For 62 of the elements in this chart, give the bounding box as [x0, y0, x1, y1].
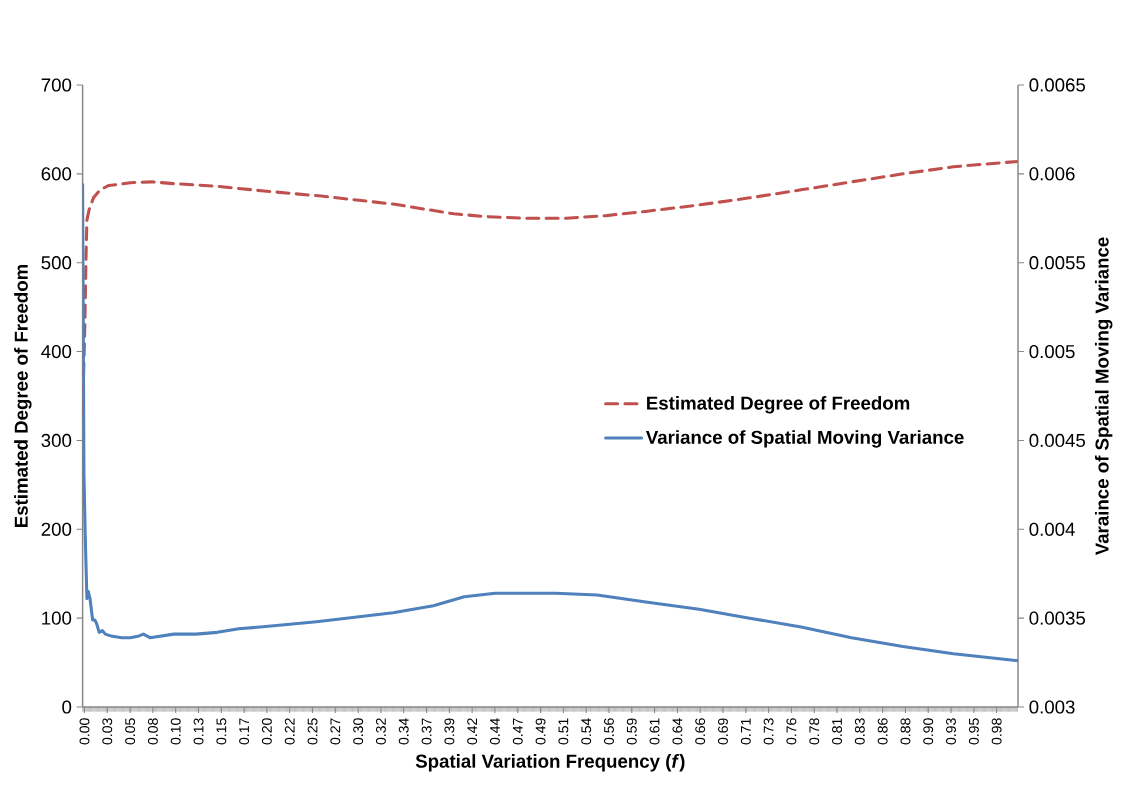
- x-tick-label: 0.59: [626, 718, 637, 745]
- y-tick-label: 100: [42, 611, 72, 625]
- x-tick-label: 0.03: [102, 718, 113, 745]
- x-tick-label: 0.32: [376, 718, 386, 745]
- x-tick-label: 0.78: [809, 718, 820, 745]
- y2-tick-label: 0.0055: [1029, 256, 1086, 270]
- x-tick-label: 0.39: [444, 718, 455, 745]
- x-tick-label: 0.66: [695, 718, 706, 745]
- x-tick-label: 0.17: [239, 718, 250, 745]
- x-tick-label: 0.27: [330, 718, 341, 745]
- x-tick-label: 0.83: [854, 718, 865, 745]
- x-tick-label: 0.30: [353, 718, 364, 745]
- x-tick-label: 0.13: [193, 718, 204, 745]
- x-tick-label: 0.95: [968, 718, 979, 745]
- x-tick-label: 0.42: [467, 718, 478, 745]
- x-tick-label: 0.20: [261, 718, 272, 745]
- y-tick-label: 400: [41, 344, 72, 359]
- x-tick-label: 0.08: [147, 718, 158, 745]
- x-tick-label: 0.49: [535, 718, 546, 745]
- x-tick-label: 0.56: [604, 718, 614, 745]
- x-axis-title: Spatial Variation Frequency (f): [415, 754, 685, 772]
- x-tick-label: 0.61: [649, 718, 660, 745]
- x-tick-label: 0.69: [718, 718, 728, 745]
- y2-axis-title: Varaince of Spatial Moving Variance: [1094, 237, 1113, 556]
- x-tick-label: 0.00: [79, 718, 90, 745]
- x-tick-label: 0.73: [763, 718, 774, 745]
- x-tick-label: 0.25: [307, 718, 318, 745]
- x-tick-label: 0.54: [581, 718, 592, 745]
- legend-label: Variance of Spatial Moving Variance: [645, 430, 964, 448]
- x-tick-label: 0.22: [284, 718, 295, 745]
- x-tick-label: 0.44: [489, 718, 500, 745]
- x-tick-label: 0.88: [900, 718, 911, 745]
- y-tick-label: 700: [41, 78, 72, 92]
- y-tick-label: 300: [41, 433, 72, 448]
- y-tick-label: 200: [41, 522, 72, 536]
- x-tick-label: 0.86: [877, 718, 888, 745]
- x-tick-label: 0.47: [512, 718, 523, 745]
- x-tick-label: 0.10: [170, 718, 181, 745]
- y2-tick-label: 0.005: [1029, 344, 1075, 359]
- x-tick-label: 0.93: [946, 718, 956, 745]
- y2-tick-label: 0.0065: [1029, 78, 1086, 92]
- x-tick-label: 0.98: [991, 718, 1002, 745]
- y-tick-label: 500: [41, 256, 72, 270]
- legend-label: Estimated Degree of Freedom: [647, 396, 910, 414]
- y-tick-label: 0: [62, 700, 72, 714]
- x-tick-label: 0.90: [923, 718, 934, 745]
- x-tick-label: 0.05: [125, 718, 136, 745]
- y-tick-label: 600: [41, 167, 72, 181]
- x-tick-label: 0.51: [558, 718, 569, 745]
- y-axis-title: Estimated Degree of Freedom: [14, 264, 32, 527]
- y2-tick-label: 0.003: [1029, 700, 1075, 714]
- x-tick-label: 0.15: [216, 718, 227, 745]
- x-tick-label: 0.64: [672, 718, 683, 745]
- y2-tick-label: 0.0035: [1029, 611, 1086, 625]
- x-tick-label: 0.76: [786, 718, 797, 745]
- x-tick-label: 0.37: [421, 718, 432, 745]
- y2-tick-label: 0.0045: [1029, 433, 1086, 448]
- y2-tick-label: 0.006: [1029, 167, 1075, 181]
- x-tick-label: 0.81: [832, 718, 842, 745]
- x-tick-label: 0.71: [740, 718, 751, 745]
- x-tick-label: 0.34: [398, 718, 409, 745]
- y2-tick-label: 0.004: [1029, 522, 1075, 536]
